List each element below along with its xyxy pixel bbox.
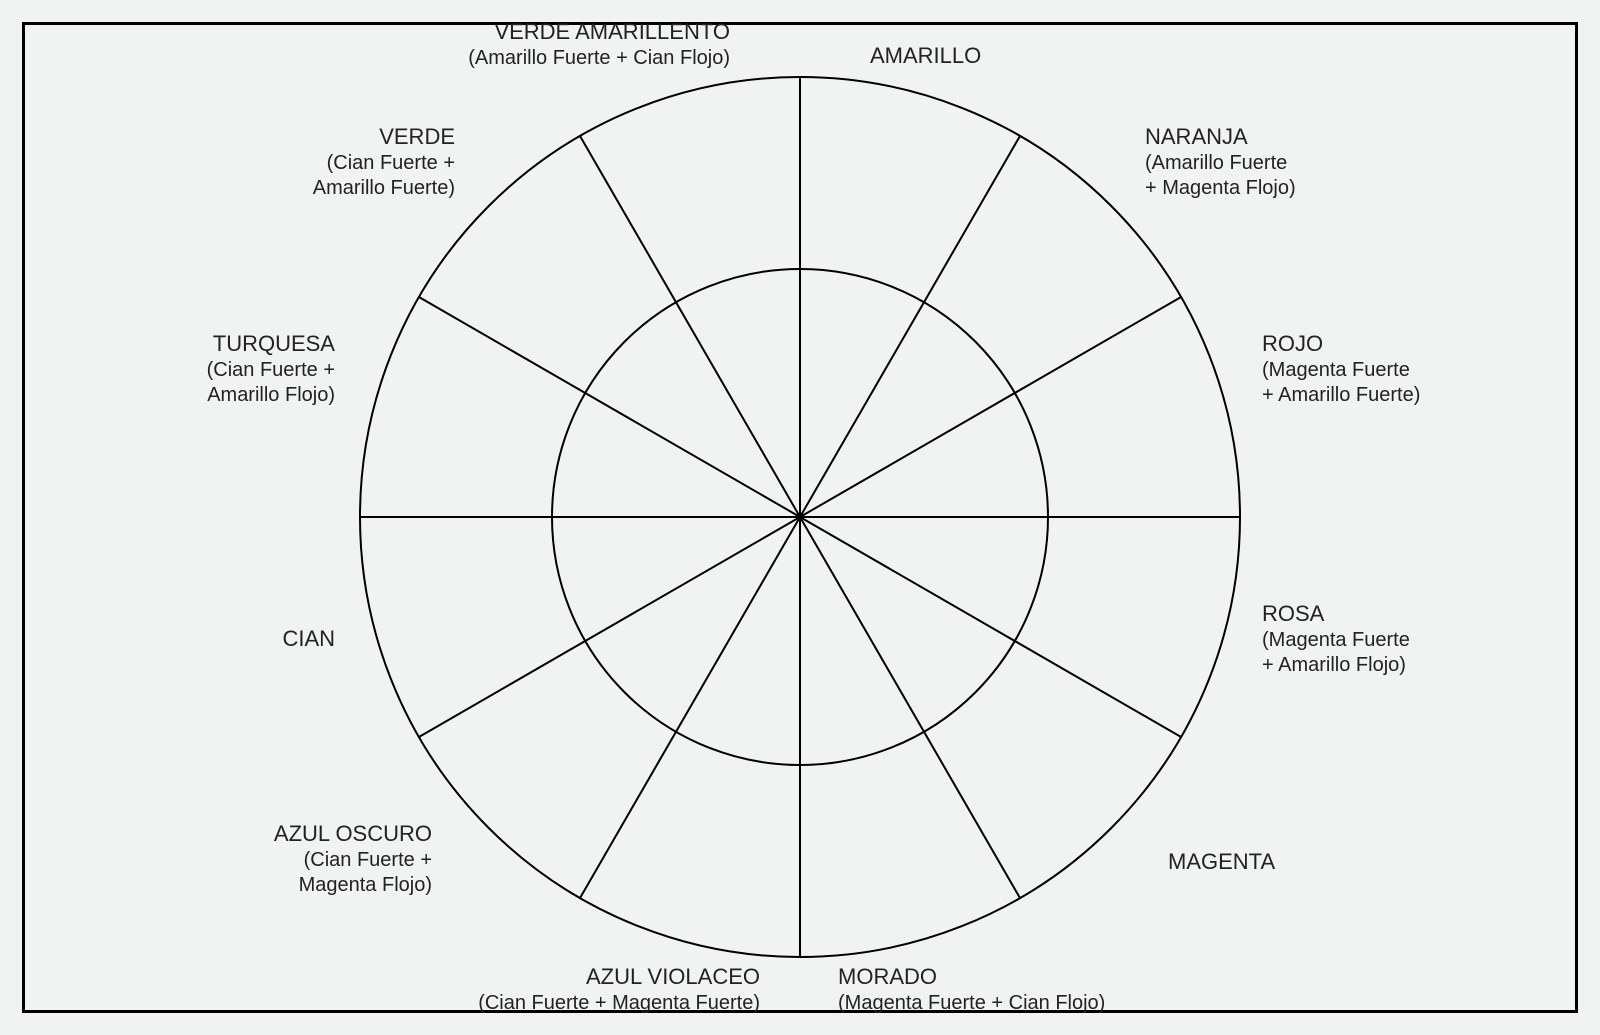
label-title: VERDE AMARILLENTO <box>468 18 730 46</box>
label-sub: (Cian Fuerte + <box>274 848 432 873</box>
label-sub: (Magenta Fuerte <box>1262 358 1420 383</box>
spoke <box>419 297 800 517</box>
label-title: AZUL VIOLACEO <box>478 963 760 991</box>
label-sub: + Amarillo Flojo) <box>1262 653 1410 678</box>
label-verde: VERDE(Cian Fuerte +Amarillo Fuerte) <box>313 123 455 201</box>
label-sub: + Amarillo Fuerte) <box>1262 383 1420 408</box>
label-turquesa: TURQUESA(Cian Fuerte +Amarillo Flojo) <box>207 330 335 408</box>
spoke <box>800 517 1020 898</box>
label-sub: + Magenta Flojo) <box>1145 176 1296 201</box>
label-verde-amarillento: VERDE AMARILLENTO(Amarillo Fuerte + Cian… <box>468 18 730 71</box>
label-sub: (Magenta Fuerte + Cian Flojo) <box>838 991 1105 1016</box>
spoke <box>580 136 800 517</box>
spoke <box>800 517 1181 737</box>
label-sub: (Cian Fuerte + <box>313 151 455 176</box>
label-sub: Magenta Flojo) <box>274 873 432 898</box>
label-title: ROSA <box>1262 600 1410 628</box>
spoke <box>580 517 800 898</box>
label-sub: (Cian Fuerte + Magenta Fuerte) <box>478 991 760 1016</box>
label-title: CIAN <box>282 625 335 653</box>
label-title: VERDE <box>313 123 455 151</box>
label-title: NARANJA <box>1145 123 1296 151</box>
label-rosa: ROSA(Magenta Fuerte+ Amarillo Flojo) <box>1262 600 1410 678</box>
color-wheel <box>0 0 1600 1035</box>
label-sub: (Cian Fuerte + <box>207 358 335 383</box>
label-azul-oscuro: AZUL OSCURO(Cian Fuerte +Magenta Flojo) <box>274 820 432 898</box>
label-sub: (Magenta Fuerte <box>1262 628 1410 653</box>
label-rojo: ROJO(Magenta Fuerte+ Amarillo Fuerte) <box>1262 330 1420 408</box>
label-title: AZUL OSCURO <box>274 820 432 848</box>
label-title: MAGENTA <box>1168 848 1275 876</box>
label-title: ROJO <box>1262 330 1420 358</box>
label-amarillo: AMARILLO <box>870 42 981 70</box>
label-sub: Amarillo Fuerte) <box>313 176 455 201</box>
label-title: MORADO <box>838 963 1105 991</box>
spoke <box>800 297 1181 517</box>
label-sub: (Amarillo Fuerte <box>1145 151 1296 176</box>
label-sub: (Amarillo Fuerte + Cian Flojo) <box>468 46 730 71</box>
label-azul-violaceo: AZUL VIOLACEO(Cian Fuerte + Magenta Fuer… <box>478 963 760 1016</box>
label-morado: MORADO(Magenta Fuerte + Cian Flojo) <box>838 963 1105 1016</box>
label-title: AMARILLO <box>870 42 981 70</box>
label-naranja: NARANJA(Amarillo Fuerte+ Magenta Flojo) <box>1145 123 1296 201</box>
spoke <box>800 136 1020 517</box>
spoke <box>419 517 800 737</box>
label-title: TURQUESA <box>207 330 335 358</box>
label-magenta: MAGENTA <box>1168 848 1275 876</box>
label-cian: CIAN <box>282 625 335 653</box>
label-sub: Amarillo Flojo) <box>207 383 335 408</box>
